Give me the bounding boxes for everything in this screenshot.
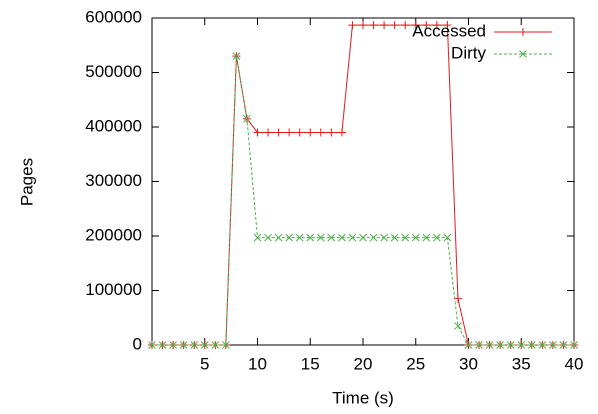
y-tick-label: 400000 [85,116,142,135]
marker [169,341,177,349]
marker [179,341,188,349]
marker [369,21,378,30]
marker [200,341,209,349]
plot-border [151,17,575,346]
marker [411,21,420,30]
marker [422,21,431,30]
marker [506,341,515,349]
marker [348,233,357,242]
marker [443,21,452,30]
marker [527,341,536,349]
marker [295,233,304,242]
legend-marker [519,50,527,58]
marker [253,128,262,137]
x-tick-label: 15 [301,354,320,373]
marker [517,341,526,349]
marker [316,128,325,137]
marker [316,233,325,242]
marker [475,341,483,349]
series-line [152,56,574,346]
x-tick-label: 35 [512,354,531,373]
marker [306,128,315,137]
marker [380,21,389,30]
marker [559,341,568,349]
marker [327,128,336,137]
marker [264,233,272,242]
legend-label: Dirty [451,43,486,62]
marker [274,128,283,137]
marker [243,114,251,123]
marker [464,341,473,349]
marker [327,233,336,242]
marker [338,233,346,242]
marker [422,233,431,242]
marker [359,21,367,30]
y-tick-label: 600000 [85,7,142,26]
marker [538,341,547,349]
marker [380,233,388,242]
marker [348,21,357,30]
marker [306,233,315,242]
marker [401,21,410,30]
marker [570,341,578,349]
legend-label: Accessed [412,21,486,40]
x-tick-label: 20 [354,354,373,373]
marker [285,128,294,137]
series-line [152,24,574,346]
marker [274,233,283,242]
marker [359,233,367,242]
marker [443,233,452,242]
marker [295,128,304,137]
x-axis-label: Time (s) [332,388,394,407]
marker [411,233,420,242]
y-tick-label: 300000 [85,171,142,190]
marker [158,341,167,349]
y-axis-label: Pages [17,158,36,206]
marker [369,233,378,242]
x-tick-label: 5 [200,354,209,373]
y-tick-label: 0 [133,334,142,353]
marker [453,294,462,303]
marker [454,322,462,330]
marker [221,341,230,349]
marker [211,341,220,349]
y-tick-label: 100000 [85,280,142,299]
marker [390,233,399,242]
y-tick-label: 500000 [85,62,142,81]
marker [337,128,346,137]
marker [232,52,241,61]
marker [190,341,199,349]
marker [148,341,156,349]
x-tick-label: 40 [565,354,584,373]
marker [496,341,505,349]
marker [549,341,557,349]
marker [432,233,441,242]
marker [390,21,399,30]
marker [432,21,441,30]
y-tick-label: 200000 [85,225,142,244]
marker [285,233,294,242]
marker [401,233,410,242]
marker [485,341,494,349]
marker [253,233,262,242]
x-tick-label: 10 [248,354,267,373]
legend-marker [519,28,527,36]
x-tick-label: 30 [459,354,478,373]
x-tick-label: 25 [406,354,425,373]
marker [264,128,273,137]
